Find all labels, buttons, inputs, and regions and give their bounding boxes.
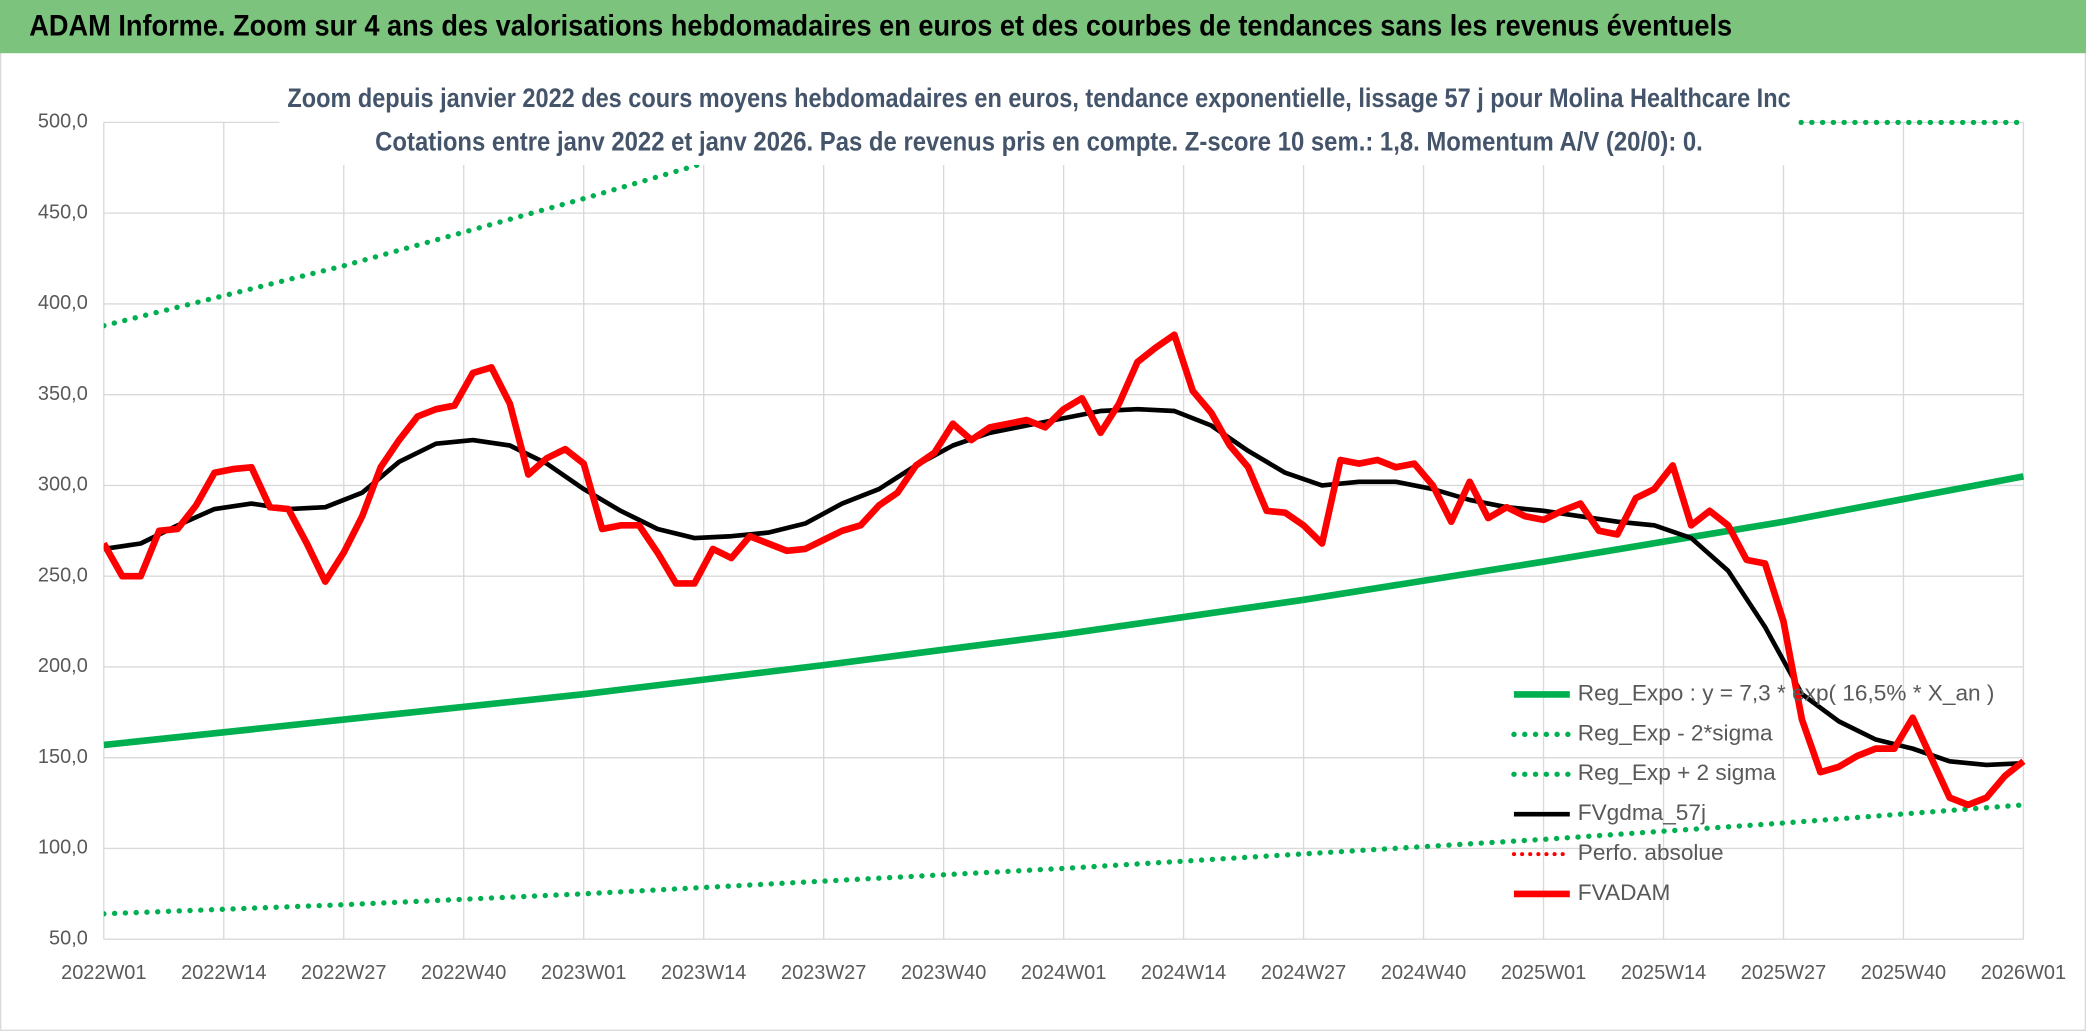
- legend-label: Perfo. absolue: [1578, 840, 1724, 865]
- y-tick-label: 50,0: [49, 927, 88, 949]
- legend-label: FVADAM: [1578, 880, 1671, 905]
- x-tick-label: 2025W01: [1501, 962, 1586, 984]
- x-tick-label: 2025W40: [1861, 962, 1946, 984]
- header-bar: [0, 0, 2086, 54]
- y-tick-label: 500,0: [38, 111, 88, 133]
- x-tick-label: 2025W27: [1741, 962, 1826, 984]
- series-line: [103, 406, 2024, 768]
- y-tick-label: 400,0: [38, 292, 88, 314]
- chart-subtitle: Cotations entre janv 2022 et janv 2026. …: [375, 127, 1703, 157]
- header-title: ADAM Informe. Zoom sur 4 ans des valoris…: [29, 11, 1732, 43]
- y-tick-label: 250,0: [38, 564, 88, 586]
- grid: [103, 121, 2025, 940]
- y-tick-label: 450,0: [38, 201, 88, 223]
- x-tick-label: 2022W27: [301, 962, 386, 984]
- title-box: [279, 77, 1799, 165]
- x-tick-label: 2022W14: [181, 962, 266, 984]
- axis-labels: 50,0 100,0 150,0 200,0 250,0 300,0 350,0 400,0 4…: [38, 111, 2066, 984]
- x-tick-label: 2022W01: [61, 962, 146, 984]
- legend-label: Reg_Exp + 2 sigma: [1578, 760, 1776, 785]
- y-tick-label: 350,0: [38, 383, 88, 405]
- x-tick-label: 2023W27: [781, 962, 866, 984]
- series-line: [103, 331, 2026, 809]
- legend: Reg_Expo : y = 7,3 * exp( 16,5% * X_an )…: [1511, 680, 1995, 905]
- x-tick-label: 2023W40: [901, 962, 986, 984]
- series-line: [103, 802, 2027, 917]
- y-tick-label: 100,0: [38, 837, 88, 859]
- legend-label: Reg_Exp - 2*sigma: [1578, 720, 1773, 745]
- x-tick-label: 2025W14: [1621, 962, 1706, 984]
- x-tick-label: 2024W40: [1381, 962, 1466, 984]
- series-line: [103, 473, 2025, 749]
- y-tick-label: 200,0: [38, 655, 88, 677]
- x-tick-label: 2023W14: [661, 962, 746, 984]
- x-tick-label: 2024W27: [1261, 962, 1346, 984]
- x-tick-label: 2022W40: [421, 962, 506, 984]
- x-tick-label: 2024W14: [1141, 962, 1226, 984]
- y-tick-label: 150,0: [38, 746, 88, 768]
- y-tick-label: 300,0: [38, 474, 88, 496]
- legend-label: Reg_Expo : y = 7,3 * exp( 16,5% * X_an ): [1578, 680, 1995, 705]
- chart-title: Zoom depuis janvier 2022 des cours moyen…: [287, 83, 1790, 113]
- x-tick-label: 2026W01: [1981, 962, 2066, 984]
- legend-label: FVgdma_57j: [1578, 800, 1706, 825]
- x-tick-label: 2024W01: [1021, 962, 1106, 984]
- x-tick-label: 2023W01: [541, 962, 626, 984]
